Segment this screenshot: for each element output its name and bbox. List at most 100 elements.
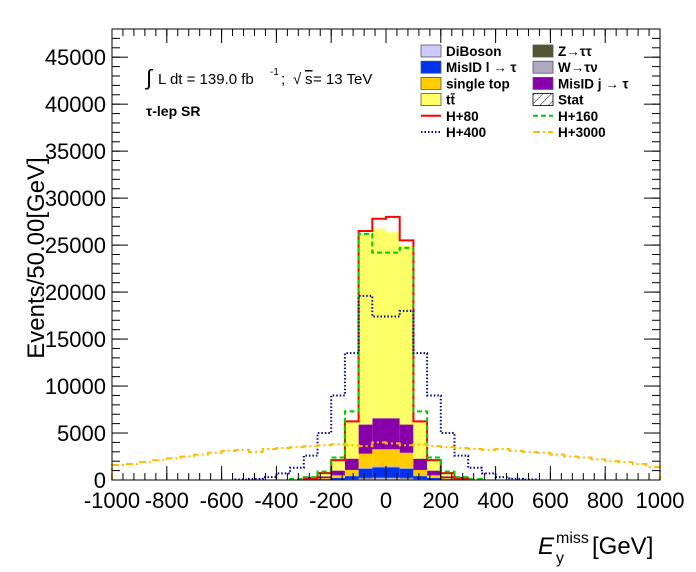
stack-bar-misid-j <box>358 424 373 454</box>
x-tick-label: -1000 <box>84 488 140 513</box>
stack-bar-diboson <box>372 478 386 480</box>
legend-swatch-misid-l <box>420 60 442 74</box>
legend-label: MisID l → τ <box>446 60 517 75</box>
x-axis-title-sub: y <box>556 550 564 567</box>
y-axis-title: Events/50.00[GeV] <box>23 157 50 358</box>
axis-titles: Events/50.00[GeV] E y miss [GeV] <box>23 157 653 567</box>
x-tick-label: 400 <box>477 488 514 513</box>
stack-bar-single-top <box>440 478 455 480</box>
stack-bar-z <box>358 477 373 479</box>
x-tick-label: 1000 <box>636 488 685 513</box>
stack-bar-tt <box>331 460 345 471</box>
x-tick-label: 600 <box>532 488 569 513</box>
stack-bar-diboson <box>358 478 373 480</box>
stack-bar-misid-l <box>358 468 373 478</box>
stack-bar-single-top <box>344 469 359 476</box>
x-tick-label: 0 <box>380 488 392 513</box>
stack-bar-single-top <box>331 475 345 478</box>
y-tick-label: 15000 <box>45 327 106 352</box>
stack-bar-single-top <box>317 478 332 480</box>
stack-bar-single-top <box>386 449 400 467</box>
legend-label: MisID j → τ <box>558 76 629 91</box>
stack-bar-tt <box>399 246 414 425</box>
lumi-exponent: -1 <box>270 67 279 78</box>
stack-bar-misid-l <box>317 479 332 480</box>
x-tick-label: -600 <box>200 488 244 513</box>
stack-bar-misid-j <box>440 476 455 479</box>
annotations: ∫ L dt = 139.0 fb -1 ; √ s = 13 TeV τ-le… <box>144 65 372 119</box>
y-tick-label: 45000 <box>45 45 106 70</box>
y-tick-label: 25000 <box>45 233 106 258</box>
axes: -1000 -800 -600 -400 -200 0 200 400 600 800 100005… <box>45 28 685 513</box>
stack-bar-misid-j <box>372 418 386 450</box>
legend-label: H+80 <box>446 109 479 124</box>
stack-bar-z <box>399 477 414 479</box>
x-axis-title-sup: miss <box>556 530 589 547</box>
stack-fills <box>303 228 469 480</box>
stack-bar-z <box>386 477 400 479</box>
legend-label: DiBoson <box>446 44 502 59</box>
x-axis-title-unit: [GeV] <box>592 533 653 560</box>
x-axis-title-main: E <box>538 533 555 560</box>
y-tick-label: 5000 <box>57 421 106 446</box>
lumi-label: L dt = 139.0 fb <box>158 71 254 88</box>
stack-bar-w <box>372 466 386 468</box>
stack-bar-tt <box>358 232 373 425</box>
stack-bar-diboson <box>386 478 400 480</box>
legend-swatch-tt <box>420 93 442 106</box>
stack-bar-misid-l <box>440 479 455 480</box>
stack-bar-tt <box>317 473 332 477</box>
stack-bar-misid-j <box>427 470 441 476</box>
y-tick-label: 0 <box>94 468 106 493</box>
x-tick-label: 800 <box>587 488 624 513</box>
stack-bar-misid-l <box>399 468 414 478</box>
y-tick-label: 40000 <box>45 92 106 117</box>
lumi-integral-symbol: ∫ <box>144 65 154 90</box>
legend-swatch-diboson <box>420 44 442 58</box>
legend-label: Z→ττ <box>558 44 592 59</box>
signal-line-hplus3000 <box>111 441 661 480</box>
signal-line-hplus160 <box>289 232 483 481</box>
stack-bar-misid-j <box>386 418 400 450</box>
stack-bar-tt <box>413 422 428 459</box>
stack-bar-tt <box>440 473 455 477</box>
stack-bar-single-top <box>427 475 441 478</box>
y-tick-label: 20000 <box>45 280 106 305</box>
legend-label: H+400 <box>446 125 486 140</box>
stack-bar-tt <box>427 460 441 471</box>
stack-bar-misid-j <box>317 476 332 479</box>
legend-swatch-stat <box>532 93 554 106</box>
stack-bar-single-top <box>413 469 428 476</box>
stack-bar-w <box>399 467 414 469</box>
stack-bar-misid-l <box>386 467 400 478</box>
stack-bar-misid-l <box>344 476 359 479</box>
stack-bar-w <box>344 475 359 477</box>
region-label: τ-lep SR <box>146 103 200 119</box>
legend-swatch-single-top <box>420 77 442 90</box>
legend-label: H+3000 <box>558 125 606 140</box>
legend-swatch-misid-j <box>532 77 554 90</box>
stack-bar-misid-l <box>372 467 386 478</box>
legend: DiBoson Z→ττ MisID l → τ W→τν single top MisI… <box>420 44 629 140</box>
stack-bar-diboson <box>399 478 414 480</box>
stack-bar-z <box>372 477 386 479</box>
legend-swatch-z <box>532 44 554 58</box>
stack-bar-single-top <box>372 449 386 467</box>
energy-s-symbol: s <box>305 71 313 88</box>
x-tick-label: -800 <box>145 488 189 513</box>
lumi-energy-separator: ; <box>281 71 285 88</box>
stack-bar-tt <box>386 232 400 419</box>
stack-bar-misid-j <box>331 470 345 476</box>
stack-bar-misid-j <box>344 458 359 470</box>
stack-bar-misid-j <box>454 478 469 480</box>
stack-bar-w <box>386 466 400 468</box>
y-tick-label: 30000 <box>45 186 106 211</box>
stack-bar-misid-l <box>331 478 345 480</box>
stack-bar-single-top <box>399 452 414 468</box>
x-tick-label: 200 <box>422 488 459 513</box>
legend-label: Stat <box>558 93 584 108</box>
legend-swatch-w <box>532 60 554 74</box>
energy-label: = 13 TeV <box>313 71 372 88</box>
x-tick-label: -200 <box>309 488 353 513</box>
stack-bar-misid-l <box>413 476 428 479</box>
